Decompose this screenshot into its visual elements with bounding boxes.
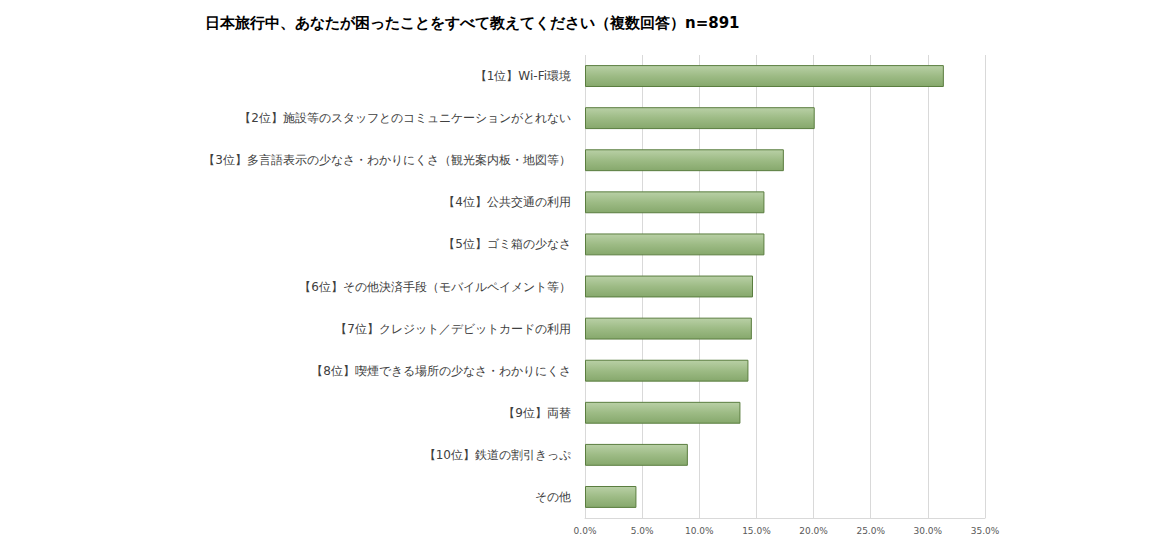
svg-text:【2位】施設等のスタッフとのコミュニケーションがとれない: 【2位】施設等のスタッフとのコミュニケーションがとれない — [239, 111, 571, 125]
svg-text:【5位】ゴミ箱の少なさ: 【5位】ゴミ箱の少なさ — [443, 237, 571, 251]
svg-text:30.0%: 30.0% — [914, 526, 943, 536]
svg-text:35.0%: 35.0% — [971, 526, 1000, 536]
svg-text:5.0%: 5.0% — [631, 526, 654, 536]
svg-text:【10位】鉄道の割引きっぷ: 【10位】鉄道の割引きっぷ — [424, 448, 571, 462]
svg-text:【9位】両替: 【9位】両替 — [503, 406, 571, 420]
svg-text:日本旅行中、あなたが困ったことをすべて教えてください（複数回: 日本旅行中、あなたが困ったことをすべて教えてください（複数回答）n=891 — [205, 14, 740, 32]
svg-text:【8位】喫煙できる場所の少なさ・わかりにくさ: 【8位】喫煙できる場所の少なさ・わかりにくさ — [311, 364, 571, 378]
svg-text:25.0%: 25.0% — [856, 526, 885, 536]
svg-text:【1位】Wi-Fi環境: 【1位】Wi-Fi環境 — [475, 69, 571, 83]
svg-text:その他: その他 — [535, 490, 571, 504]
svg-text:0.0%: 0.0% — [574, 526, 597, 536]
svg-text:【3位】多言語表示の少なさ・わかりにくさ（観光案内板・地図等: 【3位】多言語表示の少なさ・わかりにくさ（観光案内板・地図等） — [203, 153, 571, 167]
svg-text:【6位】その他決済手段（モバイルペイメント等）: 【6位】その他決済手段（モバイルペイメント等） — [299, 280, 571, 294]
svg-text:10.0%: 10.0% — [685, 526, 714, 536]
svg-text:15.0%: 15.0% — [742, 526, 771, 536]
svg-text:20.0%: 20.0% — [799, 526, 828, 536]
svg-text:【7位】クレジット／デビットカードの利用: 【7位】クレジット／デビットカードの利用 — [335, 322, 571, 336]
svg-text:【4位】公共交通の利用: 【4位】公共交通の利用 — [443, 195, 571, 209]
